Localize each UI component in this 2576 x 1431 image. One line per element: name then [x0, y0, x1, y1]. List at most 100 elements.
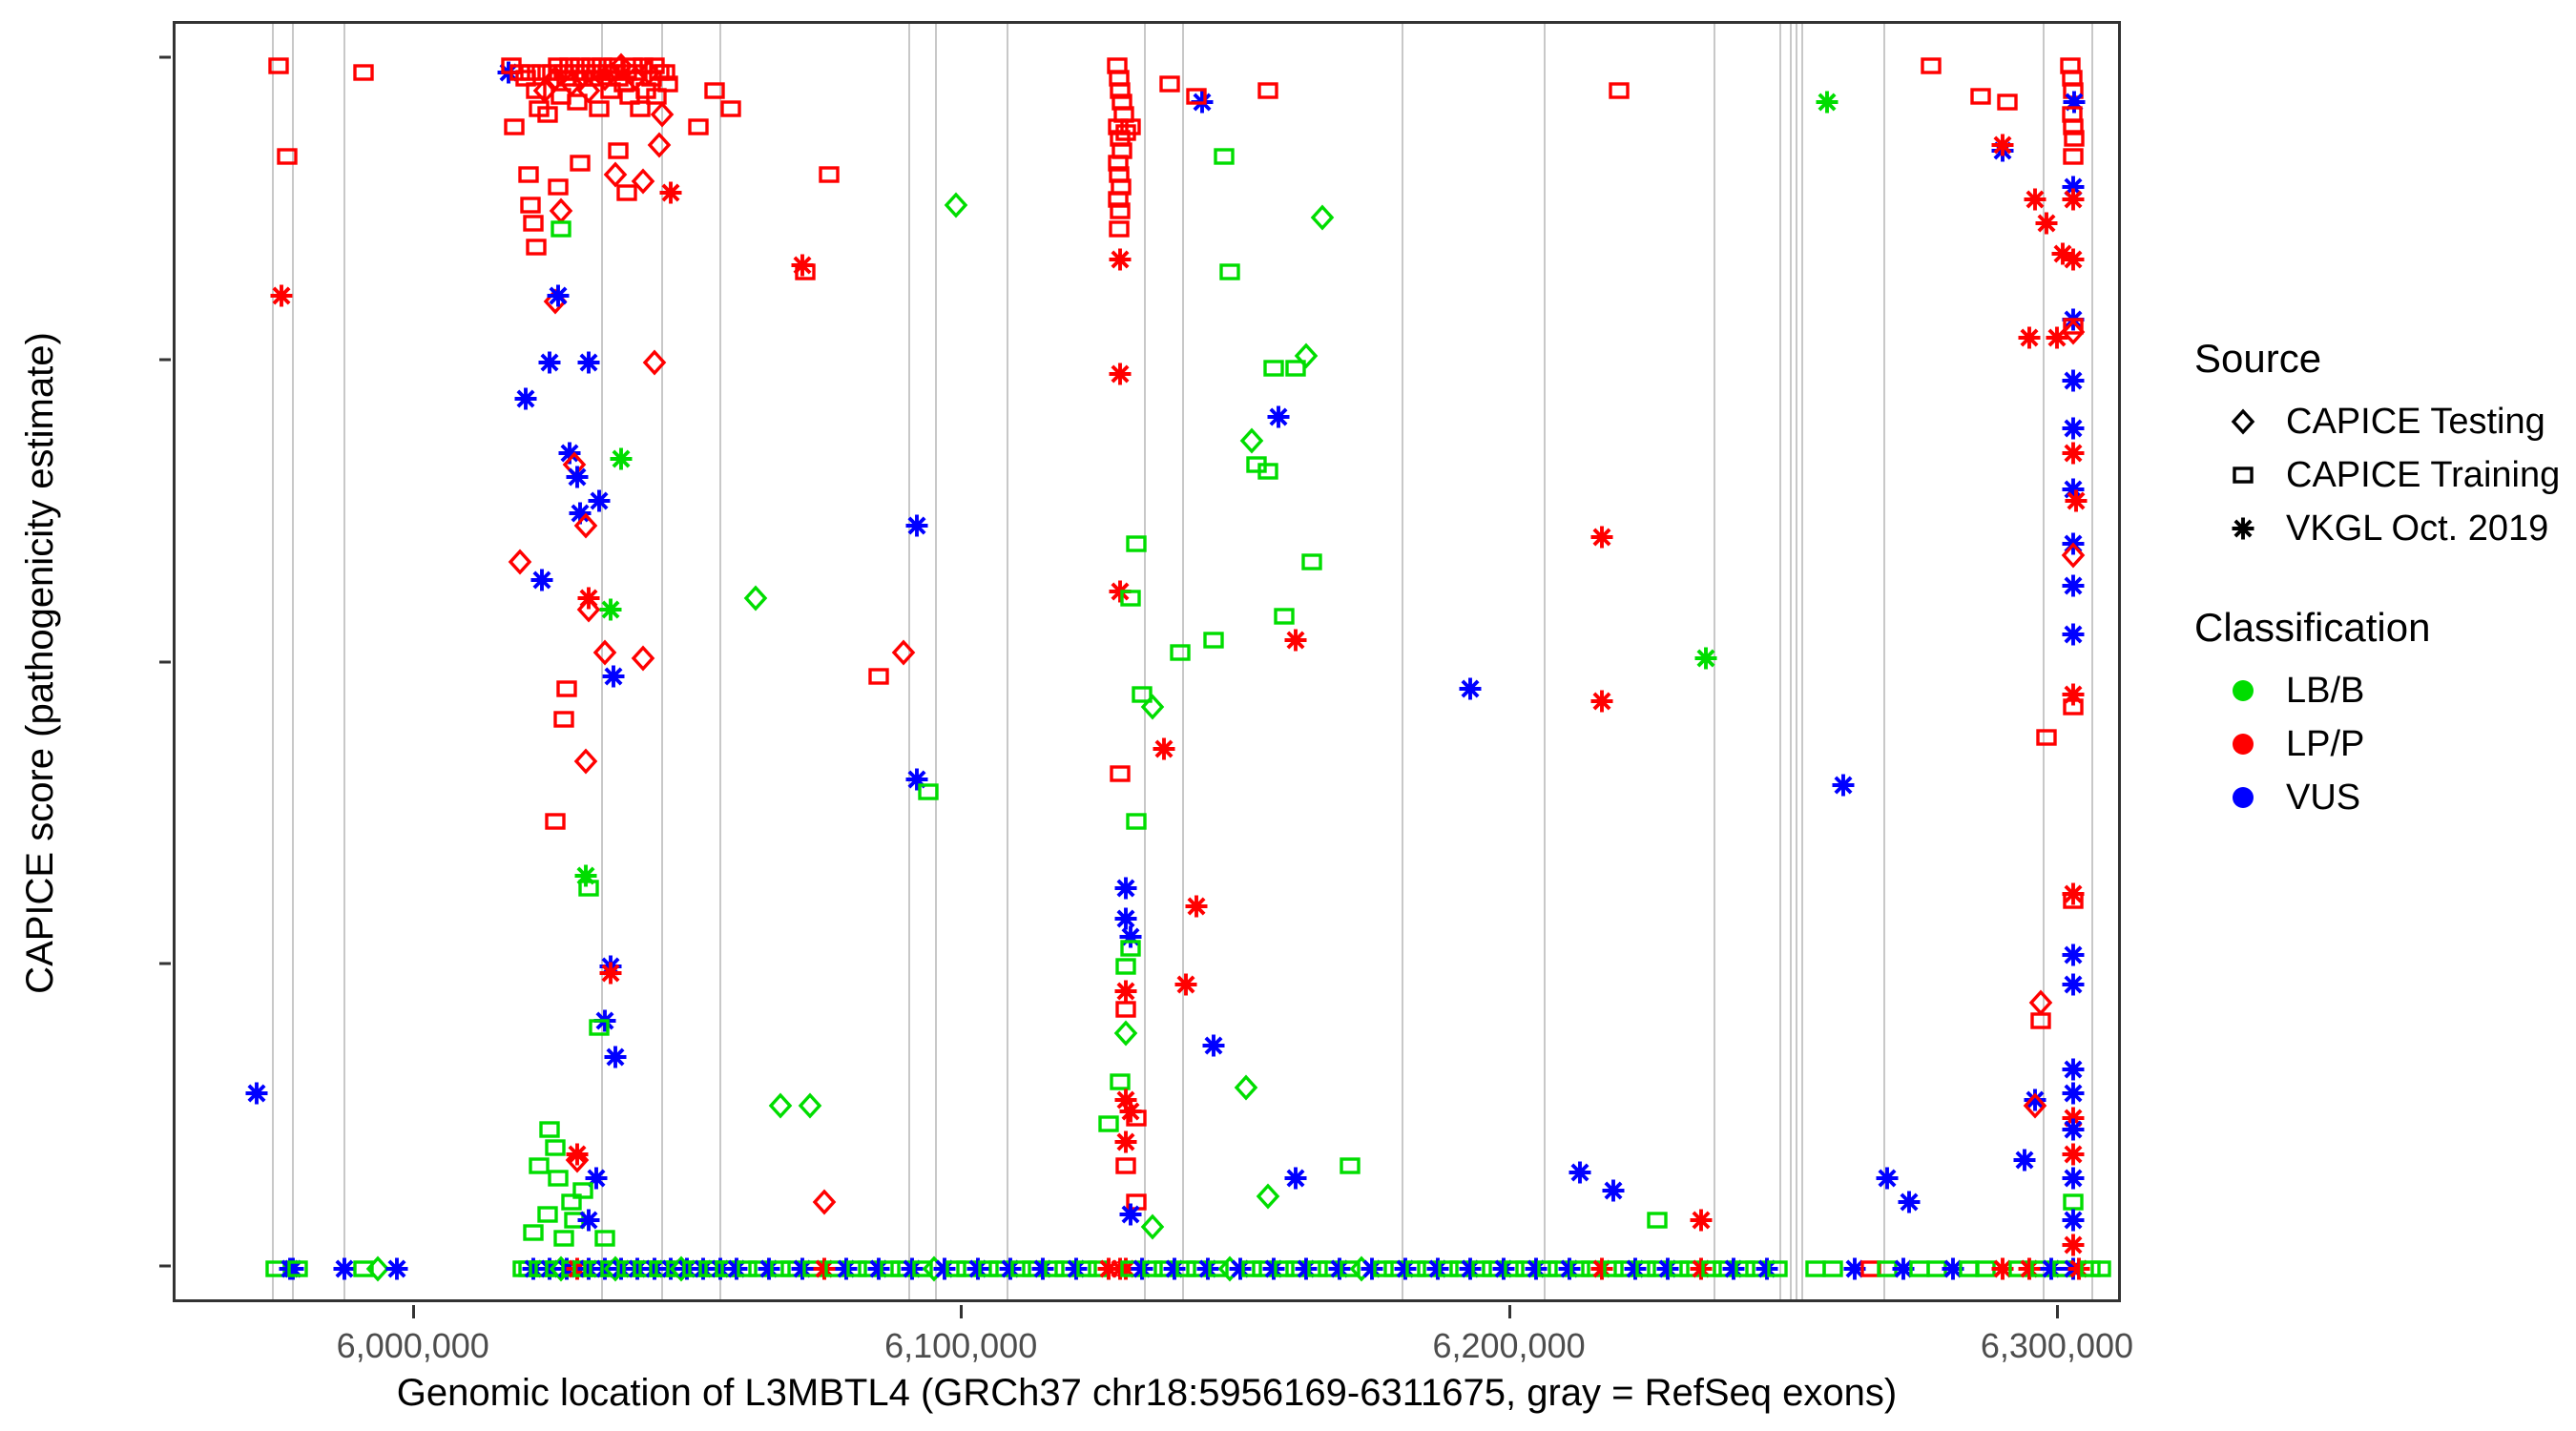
scatter-point	[511, 384, 540, 413]
scatter-point	[525, 1151, 553, 1180]
scatter-point	[563, 463, 592, 491]
scatter-point	[1599, 1255, 1628, 1283]
exon-line	[907, 24, 910, 1299]
scatter-point	[1105, 215, 1133, 243]
scatter-point	[1106, 360, 1134, 388]
scatter-point	[541, 807, 570, 836]
scatter-point	[2059, 185, 2088, 214]
scatter-point	[1917, 52, 1945, 80]
scatter-point	[1111, 1151, 1140, 1180]
scatter-point	[2059, 366, 2088, 395]
exon-line	[1778, 24, 1781, 1299]
scatter-point	[1111, 1019, 1140, 1047]
x-tick-label: 6,300,000	[1980, 1326, 2134, 1365]
scatter-point	[2059, 475, 2088, 504]
scatter-point	[1588, 523, 1616, 551]
exon-line	[1143, 24, 1146, 1299]
scatter-point	[1182, 82, 1211, 111]
scatter-point	[1111, 1128, 1140, 1156]
plot-panel[interactable]	[173, 21, 2121, 1302]
scatter-point	[733, 1255, 761, 1283]
scatter-point	[1369, 1255, 1398, 1283]
legend-item-capice-training[interactable]: CAPICE Training	[2215, 448, 2560, 502]
scatter-point	[516, 58, 545, 87]
scatter-point	[2021, 1091, 2049, 1120]
scatter-point	[791, 258, 820, 286]
legend-title-source: Source	[2194, 336, 2322, 381]
scatter-point	[1993, 88, 2022, 116]
legend-group-source: CAPICE Testing CAPICE Training VKGL Oct. 2…	[2194, 395, 2560, 555]
scatter-point	[264, 52, 293, 80]
scatter-point	[604, 136, 633, 165]
legend-item-label: VKGL Oct. 2019	[2286, 508, 2549, 549]
scatter-point	[519, 1218, 548, 1247]
scatter-point	[1007, 1255, 1035, 1283]
scatter-point	[591, 638, 619, 667]
legend-item-vkgl-oct-2019[interactable]: VKGL Oct. 2019	[2215, 502, 2557, 555]
scatter-point	[1150, 735, 1178, 763]
scatter-point	[1456, 674, 1485, 703]
scatter-point	[535, 1115, 564, 1144]
scatter-point	[544, 1164, 572, 1192]
scatter-point	[506, 548, 534, 576]
scatter-point	[1292, 342, 1320, 370]
scatter-point	[2059, 318, 2088, 346]
x-tick-label: 6,200,000	[1432, 1326, 1586, 1365]
scatter-point	[563, 88, 592, 116]
scatter-point	[1298, 548, 1326, 576]
scatter-point	[1199, 1031, 1228, 1060]
legend-item-lb-b[interactable]: LB/B	[2215, 664, 2557, 717]
legend-item-vus[interactable]: VUS	[2215, 771, 2557, 824]
scatter-point	[903, 511, 931, 540]
exon-line	[1714, 24, 1716, 1299]
legend-item-label: LP/P	[2286, 723, 2365, 764]
scatter-point	[796, 1091, 824, 1120]
circle-icon	[2215, 717, 2271, 771]
circle-icon	[2215, 664, 2271, 717]
scatter-point	[1697, 1255, 1726, 1283]
scatter-point	[629, 167, 657, 196]
scatter-point	[1533, 1255, 1562, 1283]
scatter-point	[1988, 131, 2017, 159]
scatter-point	[1111, 874, 1140, 902]
scatter-point	[2059, 941, 2088, 969]
scatter-point	[1813, 88, 1841, 116]
scatter-point	[1566, 1255, 1594, 1283]
legend-item-capice-testing[interactable]: CAPICE Testing	[2215, 395, 2557, 448]
exon-line	[1181, 24, 1184, 1299]
scatter-point	[533, 1200, 562, 1229]
scatter-point	[1215, 258, 1244, 286]
scatter-point	[914, 778, 943, 806]
scatter-point	[2059, 1140, 2088, 1169]
scatter-point	[1687, 1206, 1715, 1234]
scatter-point	[1254, 457, 1282, 486]
scatter-point	[516, 191, 545, 219]
scatter-point	[2059, 414, 2088, 443]
scatter-point	[717, 94, 745, 123]
scatter-point	[645, 131, 674, 159]
scatter-point	[1138, 1255, 1167, 1283]
legend-item-lp-p[interactable]: LP/P	[2215, 717, 2557, 771]
x-tick-label: 6,000,000	[336, 1326, 489, 1365]
exon-line	[2091, 24, 2094, 1299]
square-icon	[2215, 448, 2271, 502]
scatter-point	[1692, 644, 1720, 673]
scatter-point	[1434, 1255, 1463, 1283]
scatter-point	[349, 1255, 378, 1283]
scatter-point	[2032, 723, 2061, 752]
scatter-point	[544, 173, 572, 201]
scatter-point	[550, 1224, 578, 1253]
scatter-point	[601, 160, 630, 189]
scatter-point	[626, 94, 654, 123]
scatter-point	[1138, 693, 1167, 721]
scatter-point	[974, 1255, 1003, 1283]
scatter-point	[574, 348, 603, 377]
scatter-point	[2059, 541, 2088, 570]
exon-line	[2042, 24, 2045, 1299]
scatter-point	[810, 1188, 839, 1216]
x-tick-mark	[960, 1305, 964, 1318]
scatter-point	[599, 662, 628, 691]
scatter-point	[535, 348, 564, 377]
scatter-point	[533, 100, 562, 129]
scatter-point	[1259, 354, 1288, 383]
